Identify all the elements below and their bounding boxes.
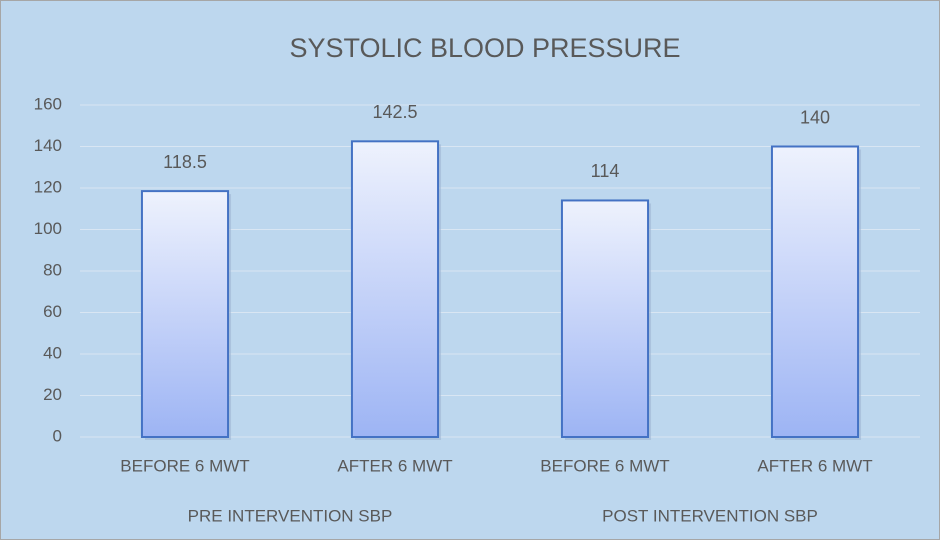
group-label: PRE INTERVENTION SBP — [188, 506, 393, 525]
y-tick-label: 20 — [43, 385, 62, 404]
data-label: 114 — [591, 161, 620, 181]
y-tick-label: 100 — [34, 219, 62, 238]
y-tick-label: 60 — [43, 302, 62, 321]
bar — [140, 190, 230, 438]
y-tick-label: 40 — [43, 343, 62, 362]
x-tick-label: BEFORE 6 MWT — [120, 456, 249, 475]
bar — [770, 145, 860, 438]
data-label: 142.5 — [372, 102, 417, 122]
group-label: POST INTERVENTION SBP — [602, 506, 818, 525]
data-label: 140 — [800, 107, 830, 127]
bar — [350, 140, 440, 438]
y-tick-label: 140 — [34, 136, 62, 155]
x-tick-label: AFTER 6 MWT — [337, 456, 452, 475]
y-tick-label: 80 — [43, 260, 62, 279]
x-tick-label: BEFORE 6 MWT — [540, 456, 669, 475]
y-tick-label: 120 — [34, 177, 62, 196]
bar — [560, 199, 650, 438]
chart-title: SYSTOLIC BLOOD PRESSURE — [289, 33, 680, 63]
y-tick-label: 160 — [34, 94, 62, 113]
y-tick-label: 0 — [53, 426, 62, 445]
data-label: 118.5 — [163, 152, 207, 172]
x-tick-label: AFTER 6 MWT — [757, 456, 872, 475]
